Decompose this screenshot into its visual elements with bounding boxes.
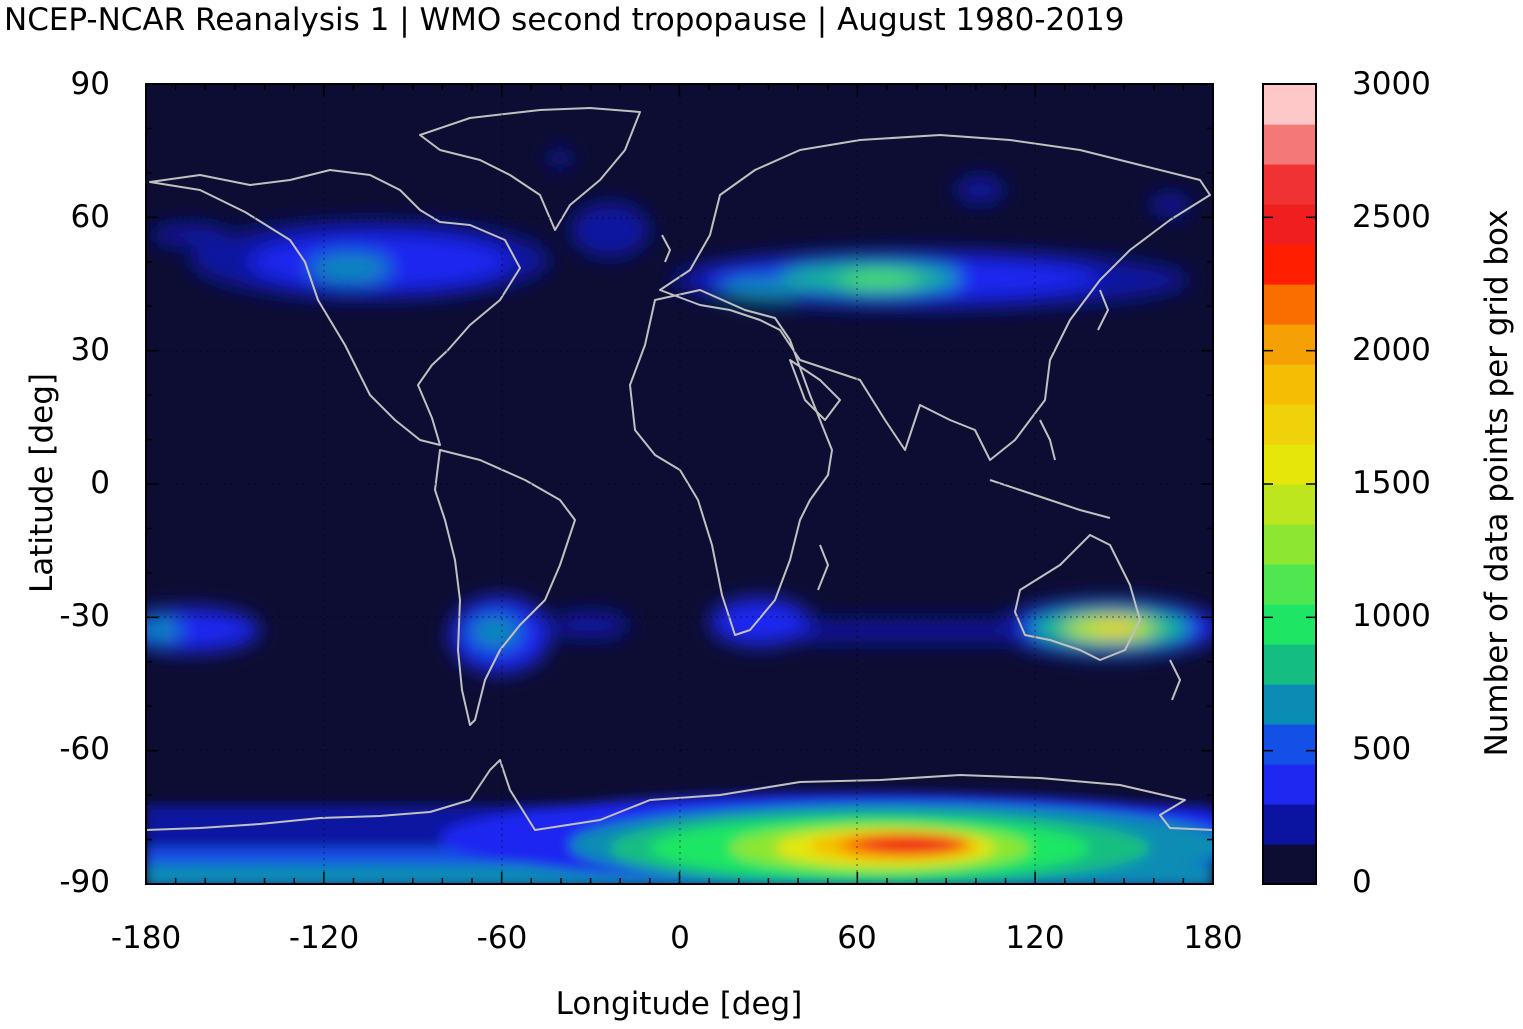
x-tick-label: -180 [110, 920, 182, 956]
x-axis-label: Longitude [deg] [555, 986, 803, 1022]
colorbar-segment [1263, 844, 1316, 885]
colorbar-segment [1263, 604, 1316, 645]
colorbar [1263, 84, 1316, 885]
y-tick-label: 30 [70, 332, 110, 368]
y-tick-label: 0 [90, 465, 110, 501]
colorbar-tick-label: 1500 [1352, 465, 1431, 501]
antarctic-band [146, 793, 1213, 884]
colorbar-segment [1263, 684, 1316, 725]
colorbar-segment [1263, 84, 1316, 125]
colorbar-segment [1263, 444, 1316, 485]
y-tick-label: 90 [70, 66, 110, 102]
y-tick-label: 60 [70, 199, 110, 235]
colorbar-tick-label: 2500 [1352, 199, 1431, 235]
eurasian-band [570, 176, 1190, 310]
y-tick-label: -60 [59, 731, 110, 767]
x-tick-label: 60 [837, 920, 877, 956]
y-axis-label: Latitude [deg] [24, 372, 60, 594]
colorbar-segment [1263, 164, 1316, 205]
x-tick-label: -60 [476, 920, 528, 956]
colorbar-segment [1263, 724, 1316, 765]
map-ticks [145, 83, 1214, 885]
colorbar-segment [1263, 324, 1316, 365]
x-tick-label: -120 [288, 920, 360, 956]
colorbar-segment [1263, 804, 1316, 845]
coastlines [146, 107, 1213, 831]
colorbar-tick-label: 0 [1352, 864, 1372, 900]
x-tick-label: 120 [1005, 920, 1065, 956]
x-tick-label: 0 [670, 920, 690, 956]
colorbar-segment [1263, 764, 1316, 805]
colorbar-ticks [1263, 83, 1316, 885]
y-tick-label: -30 [59, 598, 110, 634]
colorbar-segment [1263, 124, 1316, 165]
colorbar-label: Number of data points per grid box [1479, 209, 1515, 757]
colorbar-segment [1263, 284, 1316, 325]
north-american-band [150, 148, 572, 300]
colorbar-segment [1263, 484, 1316, 525]
colorbar-segment [1263, 564, 1316, 605]
colorbar-segment [1263, 244, 1316, 285]
colorbar-tick-label: 2000 [1352, 332, 1431, 368]
x-tick-label: 180 [1183, 920, 1243, 956]
y-tick-label: -90 [59, 864, 110, 900]
colorbar-segment [1263, 404, 1316, 445]
colorbar-segment [1263, 644, 1316, 685]
chart-title: NCEP-NCAR Reanalysis 1 | WMO second trop… [4, 2, 1125, 38]
colorbar-segment [1263, 364, 1316, 405]
colorbar-segment [1263, 204, 1316, 245]
colorbar-tick-label: 3000 [1352, 66, 1431, 102]
colorbar-segment [1263, 524, 1316, 565]
grid-lines [146, 84, 1213, 884]
colorbar-tick-label: 1000 [1352, 598, 1431, 634]
colorbar-tick-label: 500 [1352, 731, 1412, 767]
